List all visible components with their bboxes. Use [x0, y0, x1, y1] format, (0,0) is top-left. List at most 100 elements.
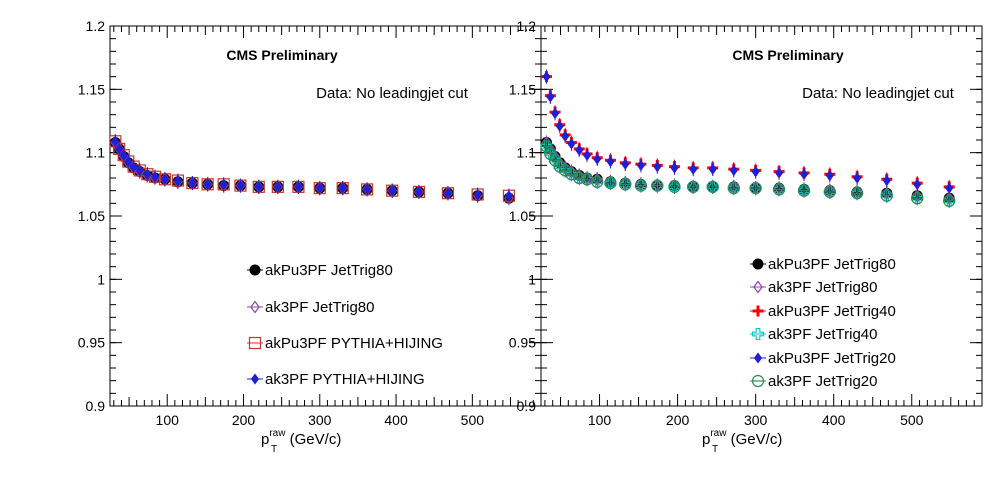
data-point	[542, 71, 551, 83]
legend-entry: akPu3PF JetTrig20	[750, 350, 896, 367]
series-akpu3pf-pythia-hijing	[109, 134, 516, 203]
legend-marker	[751, 327, 765, 341]
x-tick-label: 100	[588, 412, 612, 428]
legend-label: ak3PF JetTrig80	[265, 299, 375, 316]
y-tick-label: 1.2	[86, 18, 106, 34]
data-point	[236, 180, 245, 192]
plot-frame	[540, 25, 983, 407]
legend-entry: akPu3PF JetTrig40	[750, 303, 896, 320]
legend-marker	[752, 305, 764, 317]
data-point	[362, 183, 372, 195]
data-point	[913, 178, 922, 190]
x-axis-title-sub: T	[712, 444, 718, 455]
data-annotation: Data: No leadingjet cut	[316, 85, 469, 102]
y-tick-label: 1.15	[78, 81, 105, 97]
data-point	[636, 159, 646, 171]
data-point	[129, 161, 138, 173]
legend-entry: ak3PF PYTHIA+HIJING	[247, 371, 425, 388]
y-tick-label: 0.95	[78, 335, 105, 351]
data-point	[203, 178, 212, 190]
x-axis-title-rest: (GeV/c)	[285, 431, 341, 448]
data-point	[799, 168, 809, 180]
data-point	[338, 182, 347, 194]
legend-label: ak3PF JetTrig40	[768, 326, 878, 343]
chart-title: CMS Preliminary	[732, 47, 843, 63]
y-tick-label: 1.05	[509, 208, 536, 224]
x-axis-title: praw (GeV/c)	[702, 428, 782, 448]
x-axis-title-sup: raw	[710, 428, 727, 439]
data-point	[774, 167, 784, 179]
y-tick-label: 0.95	[509, 335, 536, 351]
data-point	[173, 175, 183, 187]
data-point	[150, 171, 160, 183]
y-tick-label: 1.1	[517, 145, 537, 161]
data-point	[111, 135, 120, 147]
data-point	[945, 182, 954, 194]
x-axis-title-sup: raw	[269, 428, 286, 439]
legend-marker	[250, 300, 260, 314]
y-tick-label: 1.15	[509, 81, 536, 97]
data-point	[188, 177, 197, 189]
plot-panel-2: 0.9 0.95 1 1.05 1.1 1.15 1.2 100 200 300 400 500 CMS…	[509, 18, 983, 455]
y-tick-label: 1.05	[78, 208, 105, 224]
legend-label: akPu3PF JetTrig40	[768, 303, 896, 320]
x-axis-title: praw (GeV/c)	[261, 428, 341, 448]
y-tick-label: 1	[97, 271, 105, 287]
legend-entry: ak3PF JetTrig20	[750, 373, 878, 390]
data-point	[414, 186, 424, 198]
legend-label: akPu3PF PYTHIA+HIJING	[265, 335, 443, 352]
legend-entry: ak3PF JetTrig80	[750, 279, 878, 296]
data-point	[729, 164, 738, 176]
series-ak3pf-pythia-hijing	[111, 134, 514, 203]
x-axis-title-rest: (GeV/c)	[726, 431, 782, 448]
x-axis-title-main: p	[261, 431, 269, 448]
data-point	[593, 153, 602, 165]
legend-label: akPu3PF JetTrig20	[768, 350, 896, 367]
legend-marker	[753, 352, 763, 364]
x-tick-label: 200	[232, 412, 256, 428]
x-axis-title-sub: T	[271, 444, 277, 455]
data-point	[115, 143, 124, 155]
data-point	[567, 138, 576, 150]
series-ak3pf-jettrig40	[540, 139, 956, 208]
x-tick-label: 400	[384, 412, 408, 428]
x-tick-label: 500	[900, 412, 924, 428]
plot-panel-1: 0.9 0.95 1 1.05 1.1 1.15 1.2 100 200 300 400 500 CMS…	[78, 18, 542, 455]
legend-label: akPu3PF JetTrig80	[768, 256, 896, 273]
data-point	[135, 164, 144, 176]
y-tick-label: 1.1	[86, 145, 106, 161]
data-point	[315, 182, 324, 194]
legend-entry: akPu3PF PYTHIA+HIJING	[247, 335, 443, 352]
data-point	[219, 178, 228, 190]
data-point	[653, 161, 662, 173]
chart-title: CMS Preliminary	[226, 47, 337, 63]
legend-label: akPu3PF JetTrig80	[265, 262, 393, 279]
data-point	[606, 156, 615, 168]
x-tick-label: 300	[308, 412, 332, 428]
legend-marker	[249, 264, 261, 276]
data-point	[561, 130, 570, 142]
legend-marker	[753, 280, 763, 294]
legend-marker	[250, 373, 260, 385]
y-tick-label: 0.9	[86, 398, 106, 414]
legend-label: ak3PF PYTHIA+HIJING	[265, 371, 425, 388]
data-point	[254, 181, 263, 193]
x-tick-label: 400	[822, 412, 846, 428]
x-tick-label: 300	[744, 412, 768, 428]
legend-entry: ak3PF JetTrig80	[247, 299, 375, 316]
legend-entry: ak3PF JetTrig40	[750, 326, 878, 343]
data-point	[443, 187, 453, 199]
legend-entry: akPu3PF JetTrig80	[750, 256, 896, 273]
data-point	[621, 158, 630, 170]
legend-label: ak3PF JetTrig20	[768, 373, 878, 390]
data-point	[555, 120, 564, 132]
y-tick-label: 1.2	[517, 18, 537, 34]
legend-label: ak3PF JetTrig80	[768, 279, 878, 296]
legend-entry: akPu3PF JetTrig80	[247, 262, 393, 279]
legend-marker	[752, 258, 764, 270]
data-point	[882, 175, 891, 187]
legend-marker	[248, 336, 262, 350]
data-point	[689, 163, 698, 175]
x-tick-label: 200	[666, 412, 690, 428]
